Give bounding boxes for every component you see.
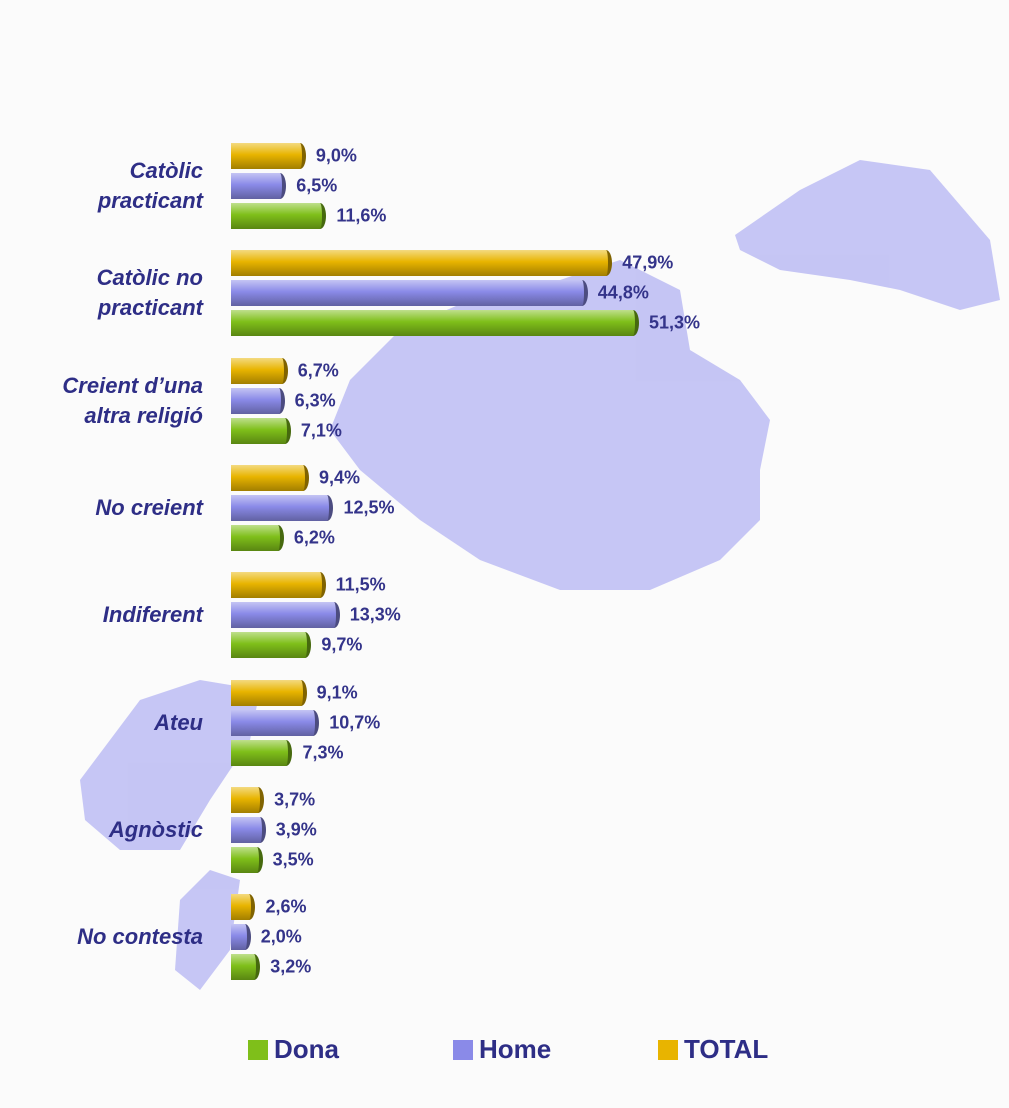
category-label: No creient (95, 494, 203, 520)
bar (231, 816, 266, 843)
bar (231, 280, 588, 307)
category-label: Indiferent (102, 602, 203, 628)
bar (231, 739, 293, 766)
bar (231, 494, 334, 521)
value-label: 6,5% (296, 175, 338, 196)
bar (231, 464, 310, 491)
value-label: 11,6% (336, 205, 387, 226)
bar (231, 954, 261, 981)
value-label: 44,8% (597, 282, 649, 303)
legend-item: Dona (248, 1034, 339, 1065)
bar (231, 143, 306, 169)
bar (231, 846, 263, 873)
value-label: 2,6% (265, 896, 307, 917)
value-label: 3,9% (275, 819, 317, 840)
legend-label: TOTAL (684, 1034, 769, 1064)
bar (231, 310, 639, 337)
value-label: 12,5% (343, 497, 395, 518)
bar (231, 572, 326, 599)
value-label: 11,5% (335, 574, 386, 595)
legend-label: Dona (274, 1034, 339, 1064)
category-label: Catòlic no practicant (96, 265, 203, 321)
category-label: Creient d’una altra religió (62, 372, 203, 428)
bar (231, 357, 288, 384)
bar (231, 524, 284, 551)
bar (231, 709, 320, 736)
value-label: 9,4% (319, 467, 361, 488)
bar (231, 894, 256, 921)
value-label: 51,3% (649, 312, 701, 333)
legend-item: TOTAL (658, 1034, 768, 1065)
legend-swatch (453, 1039, 473, 1060)
value-label: 7,3% (302, 742, 344, 762)
value-label: 10,7% (329, 712, 381, 732)
value-label: 6,7% (297, 360, 339, 381)
value-label: 13,3% (349, 604, 401, 625)
bar (231, 786, 265, 813)
bar (231, 632, 312, 659)
value-label: 9,0% (315, 145, 357, 166)
value-label: 9,7% (321, 634, 363, 655)
bar (231, 924, 251, 951)
bar (231, 417, 291, 444)
value-label: 3,2% (270, 956, 312, 977)
bar (231, 173, 287, 199)
legend-label: Home (479, 1034, 552, 1064)
bar (231, 203, 327, 229)
value-label: 6,3% (294, 390, 336, 411)
value-label: 2,0% (260, 926, 302, 947)
category-label: Ateu (154, 709, 203, 735)
legend-swatch (658, 1039, 678, 1060)
category-label: Catòlic practicant (97, 158, 203, 213)
value-label: 6,2% (293, 527, 335, 548)
bar (231, 250, 613, 277)
bar (231, 387, 285, 414)
bar (231, 679, 307, 706)
legend-item: Home (453, 1034, 551, 1065)
legend-swatch (248, 1039, 268, 1060)
value-label: 9,1% (316, 682, 358, 702)
value-label: 3,5% (272, 849, 314, 870)
category-label: No contesta (77, 924, 203, 950)
category-label: Agnòstic (108, 816, 203, 842)
value-label: 7,1% (300, 420, 342, 441)
bar (231, 602, 340, 629)
value-label: 3,7% (274, 789, 316, 810)
value-label: 47,9% (622, 252, 674, 273)
